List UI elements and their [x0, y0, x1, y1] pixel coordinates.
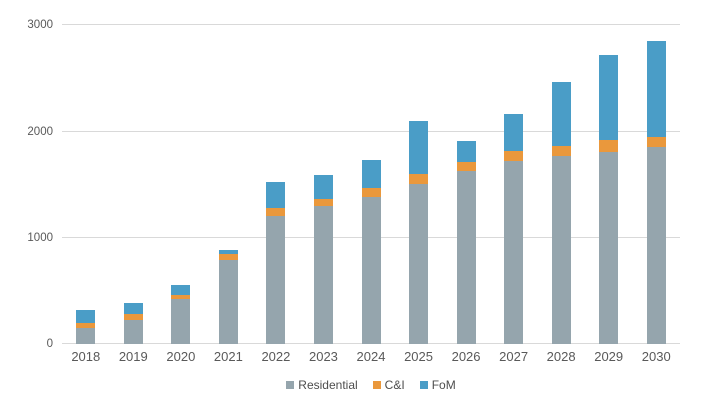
bar-segment-ci-2023: [313, 198, 333, 207]
y-axis: 0 1000 2000 3000: [0, 19, 53, 350]
bar-group-2019: [123, 302, 143, 344]
bar-segment-fom-2029: [599, 55, 619, 141]
y-tick-label-2000: 2000: [27, 125, 53, 138]
x-tick-label-2020: 2020: [166, 349, 196, 364]
bar-segment-residential-2024: [361, 197, 381, 344]
legend-label-residential: Residential: [298, 378, 358, 392]
legend-swatch-fom: [419, 381, 428, 389]
bar-segment-fom-2021: [218, 249, 238, 254]
plot-area: [62, 24, 680, 344]
bar-segment-fom-2025: [409, 121, 429, 175]
legend-item-residential: Residential: [286, 378, 358, 392]
bar-segment-fom-2030: [646, 40, 666, 137]
bar-segment-fom-2022: [266, 182, 286, 208]
bar-segment-fom-2026: [456, 140, 476, 162]
x-tick-label-2029: 2029: [594, 349, 624, 364]
bar-segment-fom-2020: [171, 285, 191, 296]
bar-segment-ci-2018: [76, 323, 96, 328]
bar-group-2030: [646, 40, 666, 344]
bar-segment-ci-2026: [456, 161, 476, 171]
x-tick-label-2027: 2027: [499, 349, 529, 364]
bar-segment-ci-2025: [409, 174, 429, 184]
x-tick-label-2028: 2028: [546, 349, 576, 364]
bar-segment-fom-2018: [76, 309, 96, 324]
bar-segment-residential-2019: [123, 319, 143, 344]
y-tick-label-1000: 1000: [27, 231, 53, 244]
bar-segment-ci-2028: [551, 145, 571, 156]
bar-segment-residential-2022: [266, 215, 286, 344]
x-tick-label-2018: 2018: [71, 349, 101, 364]
legend-item-fom: FoM: [419, 378, 456, 392]
bar-group-2022: [266, 182, 286, 344]
bar-group-2028: [551, 82, 571, 344]
bar-segment-ci-2030: [646, 136, 666, 148]
bar-segment-residential-2029: [599, 151, 619, 344]
x-tick-label-2024: 2024: [356, 349, 386, 364]
legend-label-fom: FoM: [431, 378, 456, 392]
legend: Residential C&I FoM: [62, 377, 680, 393]
x-axis: 2018 2019 2020 2021 2022 2023 2024 2025 2026 2027…: [62, 349, 680, 367]
bar-segment-residential-2028: [551, 155, 571, 344]
y-tick-label-0: 0: [46, 337, 53, 350]
y-tick-label-3000: 3000: [27, 18, 53, 31]
bar-segment-ci-2027: [504, 151, 524, 162]
bar-group-2026: [456, 140, 476, 344]
gridline-2000: [62, 131, 680, 132]
gridline-3000: [62, 24, 680, 25]
x-tick-label-2023: 2023: [308, 349, 338, 364]
bar-group-2025: [409, 121, 429, 344]
legend-label-ci: C&I: [384, 378, 405, 392]
bar-segment-residential-2027: [504, 161, 524, 344]
bar-segment-residential-2018: [76, 328, 96, 344]
bar-group-2029: [599, 55, 619, 344]
bar-group-2027: [504, 114, 524, 344]
x-tick-label-2030: 2030: [641, 349, 671, 364]
bar-segment-residential-2020: [171, 298, 191, 344]
x-tick-label-2025: 2025: [404, 349, 433, 364]
x-tick-label-2021: 2021: [213, 349, 243, 364]
bar-segment-ci-2021: [218, 253, 238, 260]
bar-group-2023: [313, 175, 333, 344]
bar-segment-fom-2027: [504, 114, 524, 152]
bar-segment-residential-2021: [218, 259, 238, 344]
x-tick-label-2019: 2019: [118, 349, 148, 364]
bar-segment-ci-2022: [266, 208, 286, 216]
bar-group-2024: [361, 159, 381, 344]
legend-swatch-ci: [372, 381, 381, 389]
bar-segment-fom-2023: [313, 175, 333, 199]
bar-segment-ci-2029: [599, 140, 619, 152]
bar-segment-fom-2024: [361, 159, 381, 189]
bar-group-2020: [171, 285, 191, 344]
bar-segment-ci-2024: [361, 188, 381, 198]
x-tick-label-2022: 2022: [261, 349, 291, 364]
legend-item-ci: C&I: [372, 378, 405, 392]
bar-segment-fom-2028: [551, 82, 571, 146]
bar-group-2021: [218, 249, 238, 344]
x-tick-label-2026: 2026: [451, 349, 481, 364]
bar-segment-fom-2019: [123, 302, 143, 314]
bar-segment-residential-2026: [456, 170, 476, 344]
bar-segment-residential-2030: [646, 147, 666, 344]
legend-swatch-residential: [286, 381, 295, 389]
bar-segment-residential-2025: [409, 184, 429, 344]
bar-segment-ci-2020: [171, 295, 191, 299]
bar-group-2018: [76, 309, 96, 344]
bar-segment-ci-2019: [123, 313, 143, 320]
bar-segment-residential-2023: [313, 206, 333, 344]
